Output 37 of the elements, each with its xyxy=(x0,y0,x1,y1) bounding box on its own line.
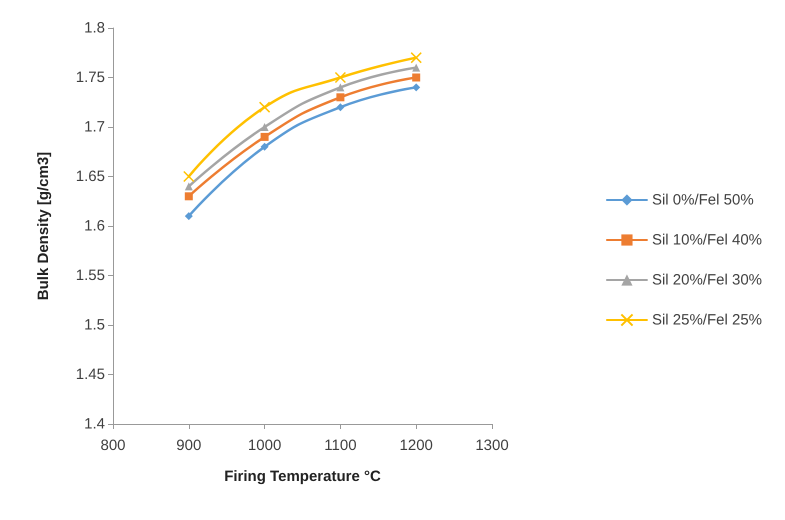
y-tick-label: 1.5 xyxy=(84,316,105,334)
point xyxy=(183,170,195,182)
y-tick-label: 1.4 xyxy=(84,416,105,432)
y-tick-label: 1.45 xyxy=(76,366,105,383)
legend-label: Sil 25%/Fel 25% xyxy=(652,312,762,328)
point xyxy=(336,83,344,92)
y-tick-label: 1.6 xyxy=(84,218,105,234)
y-axis-title: Bulk Density [g/cm3] xyxy=(35,152,52,300)
legend-label: Sil 20%/Fel 30% xyxy=(652,272,762,288)
point xyxy=(184,182,193,190)
point xyxy=(258,101,270,113)
legend-label: Sil 10%/Fel 40% xyxy=(652,232,762,248)
point xyxy=(260,123,269,131)
point xyxy=(410,52,422,64)
point xyxy=(260,132,269,141)
point xyxy=(184,192,193,200)
x-tick-label: 900 xyxy=(176,437,202,454)
point xyxy=(336,103,344,112)
y-tick-label: 1.65 xyxy=(76,168,105,185)
y-tick-label: 1.75 xyxy=(76,69,105,86)
point xyxy=(412,74,420,82)
x-tick-label: 1200 xyxy=(400,437,433,454)
x-tick-label: 1300 xyxy=(475,437,509,454)
legend-label: Sil 0%/Fel 50% xyxy=(652,192,754,208)
point xyxy=(412,83,420,92)
x-tick-label: 1000 xyxy=(248,437,282,454)
point xyxy=(334,72,346,84)
y-tick-label: 1.8 xyxy=(84,20,105,36)
x-tick-label: 800 xyxy=(100,437,126,454)
y-tick-label: 1.7 xyxy=(84,118,105,136)
x-axis-title: Firing Temperature °C xyxy=(224,468,381,485)
y-tick-label: 1.55 xyxy=(76,267,105,284)
point xyxy=(336,93,344,102)
point xyxy=(412,64,420,72)
x-tick-label: 1100 xyxy=(324,437,357,454)
point xyxy=(260,142,269,151)
point xyxy=(184,212,193,220)
